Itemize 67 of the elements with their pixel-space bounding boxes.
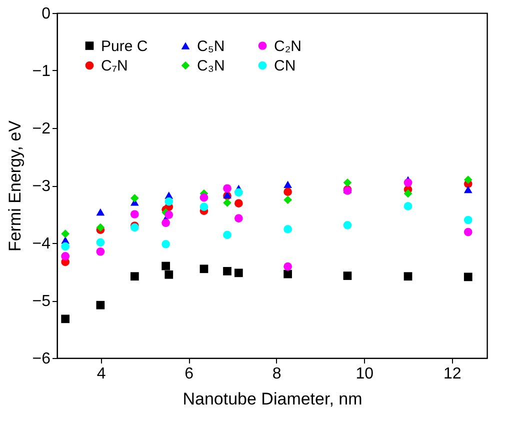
point <box>130 194 139 202</box>
point <box>343 272 352 280</box>
point <box>464 216 472 224</box>
point <box>234 199 243 208</box>
point <box>464 186 472 194</box>
point <box>284 180 292 188</box>
legend-label: C₇N <box>101 58 128 74</box>
x-tick-label: 4 <box>96 366 106 382</box>
point <box>223 198 232 207</box>
point <box>96 208 105 216</box>
point <box>223 184 232 193</box>
point <box>61 314 70 324</box>
y-tick-label: −4 <box>32 236 51 252</box>
point <box>284 225 292 234</box>
point <box>61 252 70 260</box>
point <box>234 188 243 197</box>
point <box>61 242 70 251</box>
point <box>162 262 170 270</box>
legend-label: C₃N <box>197 58 225 74</box>
legend-label: C₂N <box>274 38 302 55</box>
y-tick-label: −3 <box>32 178 51 195</box>
x-tick-label: 8 <box>272 366 282 382</box>
point <box>162 218 170 228</box>
point <box>284 196 292 204</box>
y-axis-title: Fermi Energy, eV <box>5 120 24 252</box>
x-tick-label: 6 <box>184 366 194 382</box>
point <box>164 210 174 219</box>
y-tick-label: −2 <box>32 120 51 138</box>
point <box>404 272 412 281</box>
point <box>284 270 292 278</box>
point <box>343 178 352 187</box>
point <box>464 176 472 184</box>
legend-label: Pure C <box>101 38 148 55</box>
point <box>130 210 139 218</box>
legend-label: C₅N <box>197 38 225 55</box>
point <box>200 264 208 274</box>
point <box>404 202 412 210</box>
point <box>96 247 105 256</box>
y-tick-label: −1 <box>32 63 51 80</box>
x-tick-label: 10 <box>356 366 374 382</box>
y-tick-label: 0 <box>42 6 51 22</box>
point <box>164 270 174 279</box>
point <box>404 189 412 198</box>
point <box>404 178 412 187</box>
point <box>223 230 232 240</box>
point <box>234 214 243 222</box>
point <box>223 266 232 276</box>
point <box>96 238 105 247</box>
point <box>130 272 139 281</box>
legend-label: CN <box>274 58 296 74</box>
point <box>234 268 243 278</box>
point <box>162 240 170 248</box>
point <box>284 262 292 271</box>
point <box>343 221 352 230</box>
point <box>284 188 292 196</box>
point <box>96 300 105 310</box>
point <box>200 193 208 202</box>
x-axis-title: Nanotube Diameter, nm <box>182 390 362 408</box>
x-tick-label: 12 <box>444 366 462 382</box>
point <box>464 228 472 236</box>
point <box>164 197 174 206</box>
point <box>96 223 105 232</box>
y-tick-label: −6 <box>32 350 51 368</box>
point <box>464 272 472 282</box>
point <box>200 202 208 211</box>
y-tick-label: −5 <box>32 293 51 310</box>
point <box>61 230 70 238</box>
